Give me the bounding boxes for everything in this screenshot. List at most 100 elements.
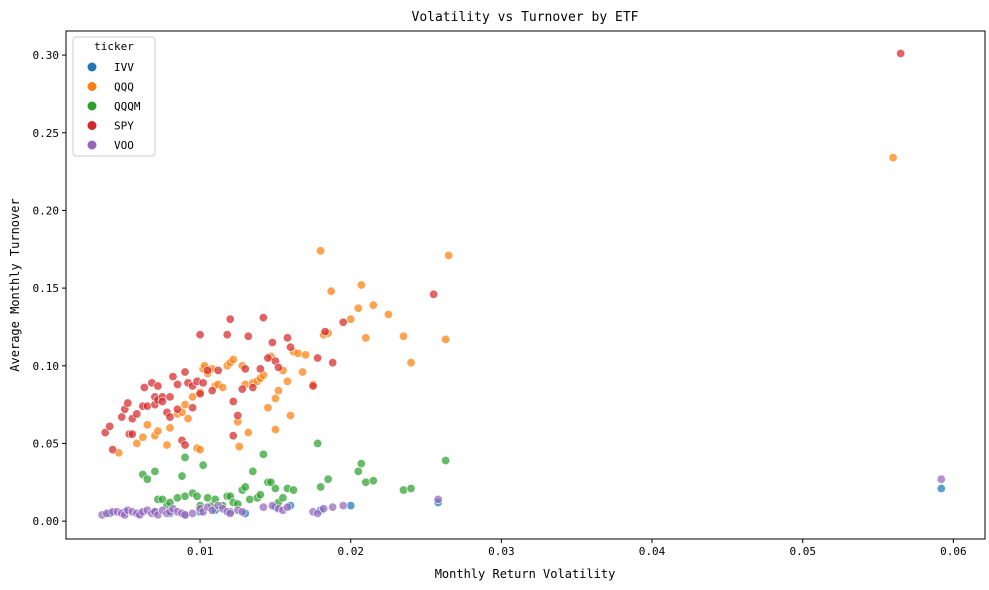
point-qqq-56: [368, 300, 378, 310]
point-spy-1: [105, 421, 115, 431]
point-spy-27: [180, 440, 190, 450]
point-qqq-30: [243, 428, 253, 438]
point-qqq-60: [441, 334, 451, 344]
point-qqq-55: [361, 333, 371, 343]
legend-title: ticker: [94, 40, 134, 53]
point-qqqm-38: [316, 482, 326, 492]
point-spy-44: [237, 384, 247, 394]
point-spy-38: [213, 365, 223, 375]
point-qqq-7: [165, 423, 175, 433]
point-qqqm-25: [245, 494, 255, 504]
point-voo-42: [338, 501, 348, 511]
point-qqq-52: [346, 314, 356, 324]
point-qqqm-4: [157, 494, 167, 504]
point-qqq-48: [316, 246, 326, 256]
legend-label-spy: SPY: [114, 120, 134, 133]
point-spy-0: [100, 428, 110, 438]
legend-marker-qqq: [87, 82, 97, 91]
point-qqq-44: [293, 348, 303, 358]
legend-label-voo: VOO: [114, 139, 134, 152]
point-qqq-51: [326, 286, 336, 296]
point-voo-21: [180, 510, 190, 520]
point-qqq-61: [444, 250, 454, 260]
x-tick-label-2: 0.03: [488, 545, 515, 558]
point-qqq-62: [888, 153, 898, 163]
point-qqqm-24: [240, 482, 250, 492]
point-qqq-41: [282, 376, 292, 386]
point-spy-43: [233, 410, 243, 420]
point-spy-24: [172, 379, 182, 389]
point-spy-62: [896, 49, 906, 59]
point-spy-28: [180, 367, 190, 377]
point-spy-46: [243, 331, 253, 341]
point-qqq-38: [270, 424, 280, 434]
point-qqq-57: [383, 310, 393, 320]
point-qqqm-37: [313, 438, 323, 448]
point-spy-36: [203, 365, 213, 375]
point-voo-44: [936, 474, 946, 484]
point-qqqm-10: [180, 491, 190, 501]
point-voo-40: [319, 504, 329, 514]
y-tick-label-3: 0.15: [33, 282, 60, 295]
point-spy-53: [273, 362, 283, 372]
point-qqqm-40: [353, 466, 363, 476]
point-spy-59: [328, 358, 338, 368]
point-qqqm-39: [323, 474, 333, 484]
point-voo-41: [328, 502, 338, 512]
y-axis: 0.00 0.05 0.10 0.15 0.20 0.25 0.30: [33, 49, 66, 528]
point-spy-16: [153, 381, 163, 391]
point-qqqm-46: [441, 456, 451, 466]
point-spy-42: [228, 431, 238, 441]
point-qqq-10: [180, 400, 190, 410]
point-qqq-54: [356, 280, 366, 290]
point-qqqm-8: [177, 471, 187, 481]
point-spy-48: [255, 364, 265, 374]
plot-frame: [65, 30, 986, 540]
legend-label-ivv: IVV: [114, 61, 134, 74]
point-qqqm-29: [258, 449, 268, 459]
point-qqq-45: [298, 367, 308, 377]
point-spy-56: [308, 381, 318, 391]
point-qqqm-28: [255, 490, 265, 500]
point-spy-22: [165, 412, 175, 422]
point-spy-11: [139, 383, 149, 393]
point-spy-39: [222, 330, 232, 340]
point-qqq-59: [406, 358, 416, 368]
point-qqqm-44: [398, 485, 408, 495]
point-spy-50: [263, 353, 273, 363]
legend-marker-voo: [87, 140, 97, 150]
point-voo-43: [433, 494, 443, 504]
point-voo-37: [282, 502, 292, 512]
point-spy-37: [207, 386, 217, 396]
point-qqqm-41: [356, 459, 366, 469]
point-qqqm-7: [172, 493, 182, 503]
point-qqqm-26: [248, 466, 258, 476]
point-spy-51: [267, 337, 277, 347]
point-qqq-5: [153, 426, 163, 436]
point-spy-60: [338, 317, 348, 327]
point-voo-26: [207, 505, 217, 515]
point-qqq-25: [228, 355, 238, 365]
point-qqqm-43: [368, 476, 378, 486]
point-spy-55: [285, 342, 295, 352]
point-qqq-11: [183, 414, 193, 424]
legend: ticker IVV QQQ QQQM SPY VOO: [72, 36, 156, 157]
point-qqq-12: [188, 392, 198, 402]
x-axis-label: Monthly Return Volatility: [435, 567, 616, 581]
point-spy-21: [165, 392, 175, 402]
point-qqqm-36: [288, 485, 298, 495]
point-qqqm-12: [192, 491, 202, 501]
point-qqq-53: [353, 303, 363, 313]
point-qqq-14: [195, 445, 205, 455]
x-tick-label-5: 0.06: [940, 545, 967, 558]
point-qqq-27: [234, 442, 244, 452]
x-tick-label-3: 0.04: [639, 545, 666, 558]
y-tick-label-0: 0.00: [33, 515, 60, 528]
legend-label-qqq: QQQ: [114, 81, 134, 94]
y-tick-label-2: 0.10: [33, 360, 60, 373]
legend-marker-ivv: [87, 62, 97, 72]
point-qqq-37: [270, 393, 280, 403]
point-qqqm-32: [270, 484, 280, 494]
point-ivv-13: [346, 501, 356, 511]
